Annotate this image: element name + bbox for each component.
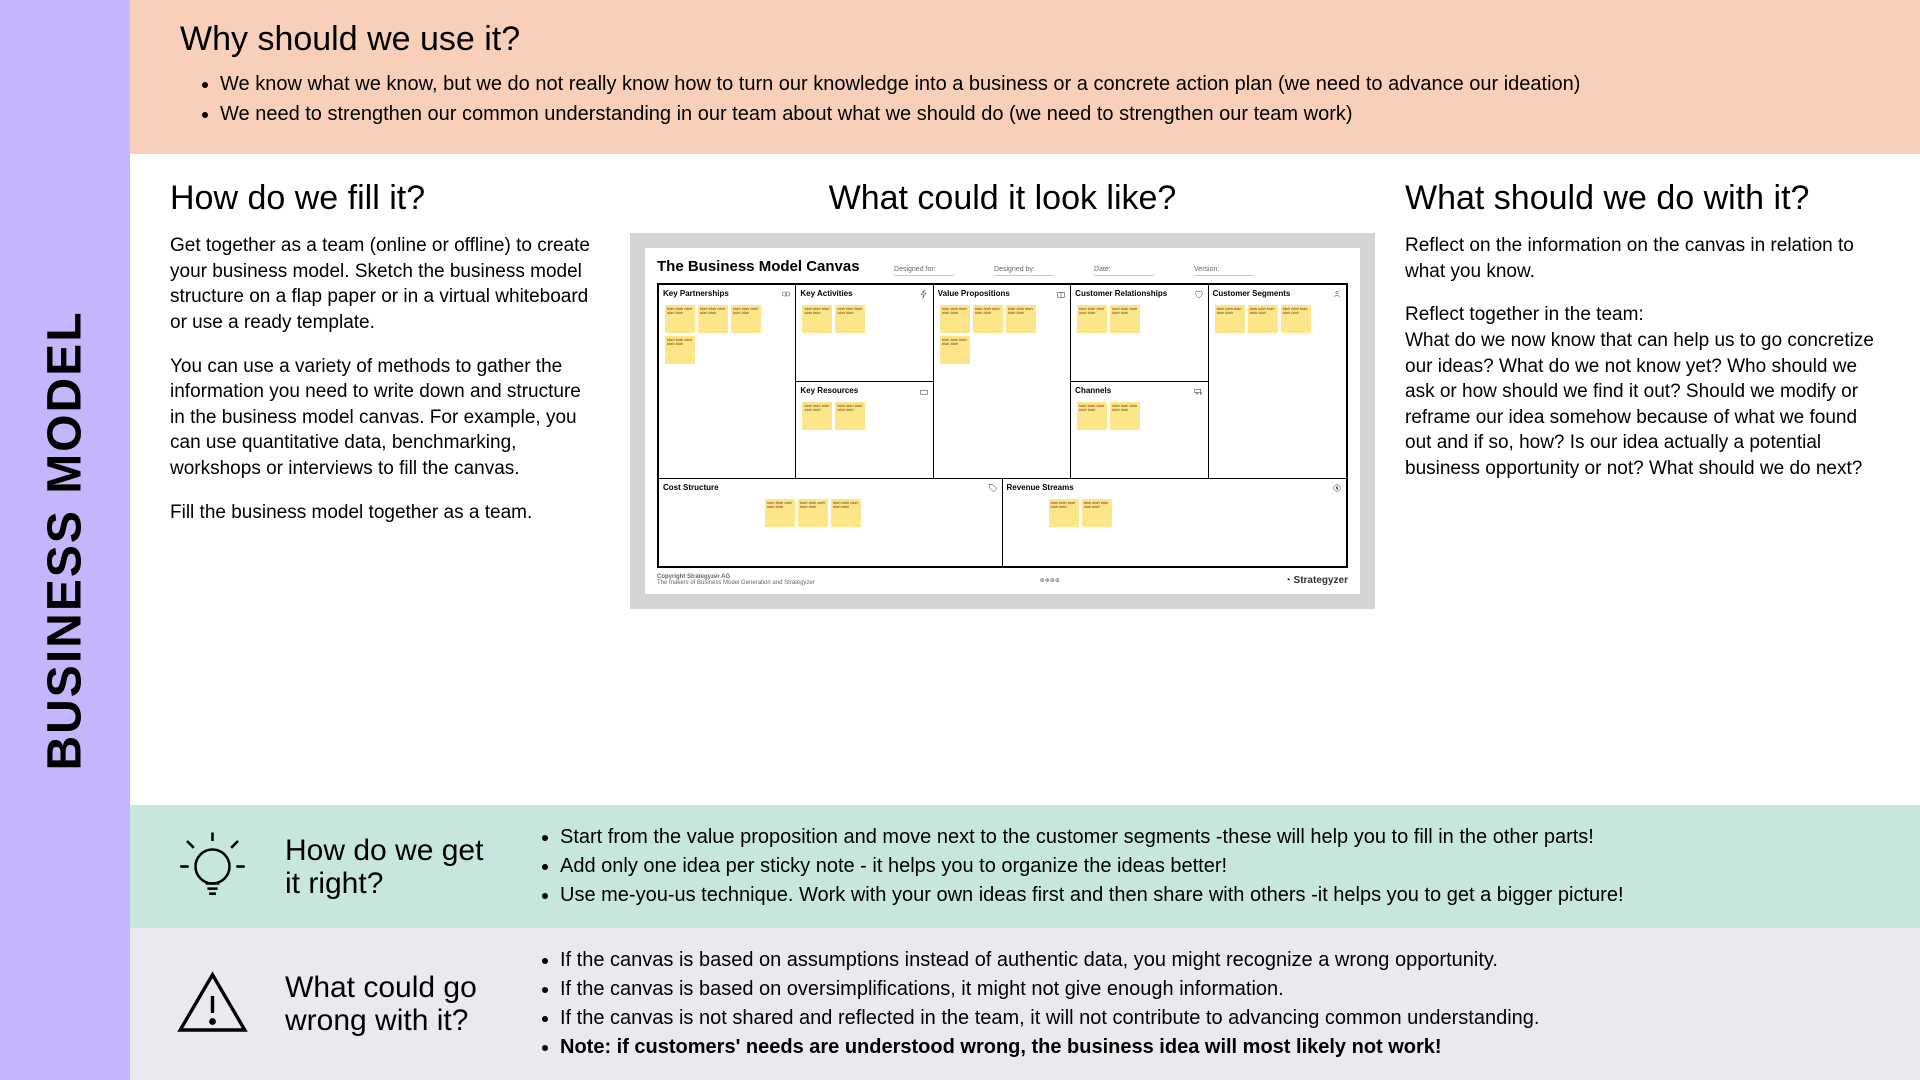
canvas-title: The Business Model Canvas xyxy=(657,258,860,275)
tips-bullet: Use me-you-us technique. Work with your … xyxy=(560,881,1880,910)
why-bullet: We need to strengthen our common underst… xyxy=(220,99,1870,129)
what-do-p2: Reflect together in the team: What do we… xyxy=(1405,302,1880,481)
cell-value-propositions: Value Propositions blah blah blah blah b… xyxy=(934,285,1071,478)
wrong-section: What could go wrong with it? If the canv… xyxy=(130,928,1920,1080)
tips-section: How do we get it right? Start from the v… xyxy=(130,805,1920,928)
truck-icon xyxy=(1194,386,1204,396)
wrong-bullet-bold: Note: if customers' needs are understood… xyxy=(560,1033,1880,1062)
tips-heading: How do we get it right? xyxy=(285,834,505,900)
how-fill-p2: You can use a variety of methods to gath… xyxy=(170,354,600,482)
how-fill-heading: How do we fill it? xyxy=(170,179,600,218)
link-icon xyxy=(781,289,791,299)
canvas-image: The Business Model Canvas Designed for: … xyxy=(630,233,1375,609)
strategyzer-logo: ◔ Strategyzer xyxy=(1285,575,1348,586)
middle-row: How do we fill it? Get together as a tea… xyxy=(130,154,1920,805)
bolt-icon xyxy=(919,289,929,299)
look-like-heading: What could it look like? xyxy=(829,179,1177,218)
warning-icon xyxy=(170,962,255,1047)
wrong-bullet: If the canvas is based on oversimplifica… xyxy=(560,975,1880,1004)
wrong-bullet: If the canvas is based on assumptions in… xyxy=(560,946,1880,975)
wrong-bullets: If the canvas is based on assumptions in… xyxy=(535,946,1880,1062)
tips-bullets: Start from the value proposition and mov… xyxy=(535,823,1880,910)
bmc-grid: Key Partnerships blah blah blah blah bla… xyxy=(657,283,1348,568)
how-fill-column: How do we fill it? Get together as a tea… xyxy=(170,179,600,785)
people-icon xyxy=(1332,289,1342,299)
tag-icon xyxy=(988,483,998,493)
canvas-footer: Copyright Strategyzer AG The makers of B… xyxy=(657,574,1348,586)
wrong-heading: What could go wrong with it? xyxy=(285,971,505,1037)
factory-icon xyxy=(919,386,929,396)
how-fill-p3: Fill the business model together as a te… xyxy=(170,500,600,526)
sidebar: BUSINESS MODEL xyxy=(0,0,130,1080)
how-fill-p1: Get together as a team (online or offlin… xyxy=(170,233,600,336)
why-bullets: We know what we know, but we do not real… xyxy=(180,69,1870,129)
svg-text:$: $ xyxy=(1336,485,1339,490)
why-section: Why should we use it? We know what we kn… xyxy=(130,0,1920,154)
canvas-meta: Designed for: Designed by: Date: Version… xyxy=(894,266,1254,276)
cell-key-partnerships: Key Partnerships blah blah blah blah bla… xyxy=(659,285,796,478)
cell-relationships-channels: Customer Relationships blah blah blah bl… xyxy=(1071,285,1208,478)
heart-icon xyxy=(1194,289,1204,299)
cell-revenue-streams: Revenue Streams$ blah blah blah blah bla… xyxy=(1003,479,1347,567)
money-icon: $ xyxy=(1332,483,1342,493)
what-do-heading: What should we do with it? xyxy=(1405,179,1880,218)
gift-icon xyxy=(1056,289,1066,299)
cell-cost-structure: Cost Structure blah blah blah blah blahb… xyxy=(659,479,1003,567)
why-bullet: We know what we know, but we do not real… xyxy=(220,69,1870,99)
cell-customer-segments: Customer Segments blah blah blah blah bl… xyxy=(1209,285,1346,478)
main-content: Why should we use it? We know what we kn… xyxy=(130,0,1920,1080)
sidebar-title: BUSINESS MODEL xyxy=(38,310,93,770)
what-do-p1: Reflect on the information on the canvas… xyxy=(1405,233,1880,284)
tips-bullet: Add only one idea per sticky note - it h… xyxy=(560,852,1880,881)
what-do-column: What should we do with it? Reflect on th… xyxy=(1405,179,1880,785)
tips-bullet: Start from the value proposition and mov… xyxy=(560,823,1880,852)
look-like-column: What could it look like? The Business Mo… xyxy=(630,179,1375,785)
lightbulb-icon xyxy=(170,824,255,909)
cell-activities-resources: Key Activities blah blah blah blah blahb… xyxy=(796,285,933,478)
why-heading: Why should we use it? xyxy=(180,20,1870,59)
wrong-bullet: If the canvas is not shared and reflecte… xyxy=(560,1004,1880,1033)
